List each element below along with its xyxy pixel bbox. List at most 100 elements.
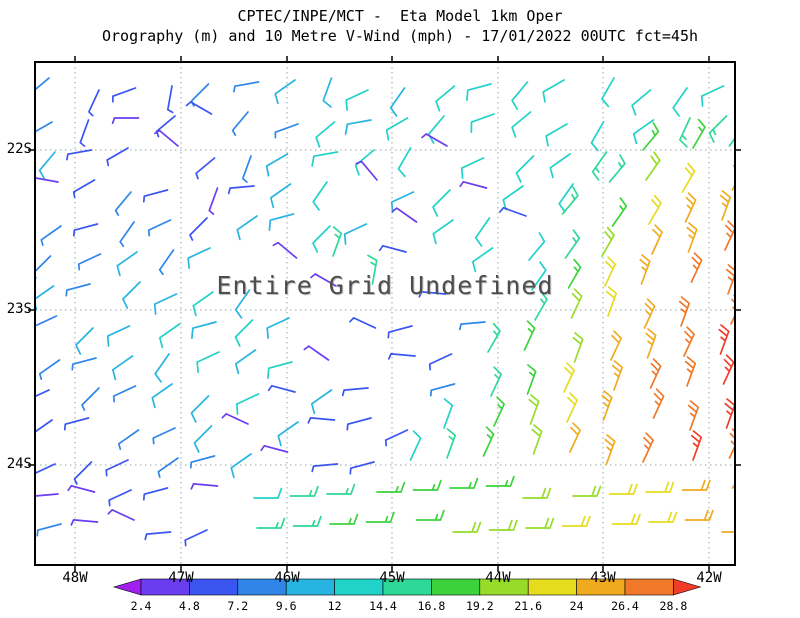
wind-barb <box>190 395 210 423</box>
wind-barb <box>311 463 339 473</box>
wind-barb <box>191 321 217 340</box>
wind-barb <box>122 281 141 309</box>
wind-barb <box>35 285 55 311</box>
lon-axis-label: 46W <box>274 570 300 586</box>
wind-barb <box>40 225 62 246</box>
wind-barb <box>147 219 172 237</box>
wind-barb <box>604 434 616 465</box>
wind-barb <box>724 220 735 251</box>
wind-barb <box>525 517 555 529</box>
wind-barb <box>152 427 176 445</box>
lat-axis-label: 24S <box>6 456 32 472</box>
wind-barb <box>681 479 711 491</box>
wind-barb <box>114 191 132 216</box>
colorbar-segment <box>527 578 577 596</box>
wind-barb <box>184 529 208 547</box>
wind-barb <box>534 290 548 321</box>
wind-barb <box>230 453 252 479</box>
colorbar-label: 28.8 <box>660 599 688 613</box>
wind-barb <box>470 113 495 134</box>
wind-barb <box>679 117 691 148</box>
wind-barb <box>365 511 395 523</box>
wind-barb <box>684 509 714 521</box>
wind-barb <box>221 413 249 425</box>
wind-barb <box>645 151 661 181</box>
wind-barb <box>435 85 456 112</box>
wind-barb <box>482 426 495 457</box>
wind-barb <box>72 179 96 199</box>
wind-barb <box>310 273 337 287</box>
wind-barb <box>502 185 524 211</box>
wind-barb <box>241 155 252 183</box>
wind-barb <box>460 157 485 179</box>
wind-barb <box>346 417 372 431</box>
wind-barb <box>608 483 638 495</box>
wind-barb <box>385 117 409 141</box>
wind-barb <box>117 429 140 450</box>
wind-barb <box>268 213 295 232</box>
chart-title-line2: Orography (m) and 10 Metre V-Wind (mph) … <box>101 27 699 45</box>
wind-barb <box>690 252 703 283</box>
wind-barb <box>511 81 529 110</box>
wind-barb <box>631 89 652 116</box>
wind-barb <box>196 351 220 373</box>
wind-barb <box>700 85 725 107</box>
wind-barb <box>166 85 174 114</box>
colorbar-label: 26.4 <box>611 599 639 613</box>
wind-barb <box>488 519 518 531</box>
wind-barb <box>35 463 56 475</box>
colorbar-label: 21.6 <box>514 599 542 613</box>
wind-barb <box>185 101 213 115</box>
wind-barb <box>73 461 93 485</box>
wind-barb <box>719 190 732 221</box>
wind-barb <box>310 389 333 415</box>
wind-barb <box>567 258 582 289</box>
map-plot-area <box>35 62 735 565</box>
wind-barb <box>418 291 447 298</box>
wind-barb <box>81 387 100 411</box>
wind-barb <box>35 77 50 91</box>
lon-axis-label: 45W <box>379 570 405 586</box>
wind-barb <box>151 383 173 409</box>
wind-barb <box>526 364 537 395</box>
wind-barb <box>272 241 298 259</box>
wind-barb <box>236 215 258 241</box>
wind-barb <box>651 224 663 255</box>
wind-barb <box>292 515 322 527</box>
wind-barb <box>343 223 368 245</box>
wind-barb <box>70 519 99 526</box>
wind-barb <box>611 360 624 391</box>
wind-barb <box>253 487 283 499</box>
wind-barb <box>428 353 453 371</box>
colorbar-segment <box>431 578 481 596</box>
wind-barb <box>421 133 448 147</box>
wind-barb <box>471 247 494 273</box>
wind-barb <box>326 483 356 495</box>
colorbar-label: 4.8 <box>179 599 200 613</box>
wind-barb <box>274 79 296 105</box>
wind-barb <box>111 117 140 125</box>
wind-barb <box>106 147 129 167</box>
wind-barb <box>344 119 372 135</box>
wind-barb <box>79 119 90 147</box>
wind-barb <box>681 162 696 193</box>
wind-barb <box>66 149 93 161</box>
wind-barb <box>397 147 412 178</box>
wind-barb <box>645 328 657 359</box>
wind-barb <box>443 398 454 429</box>
wind-barb <box>153 293 178 315</box>
wind-barb <box>474 217 491 247</box>
wind-barb <box>235 393 260 415</box>
wind-barb <box>605 286 618 317</box>
wind-barb <box>728 136 735 147</box>
colorbar-label: 2.4 <box>131 599 152 613</box>
colorbar-arrow-right <box>673 578 702 596</box>
wind-barb <box>119 221 135 248</box>
lat-axis-label: 23S <box>6 301 32 317</box>
wind-barb <box>233 81 260 93</box>
wind-barb <box>561 186 579 215</box>
wind-barb <box>329 513 359 525</box>
wind-barb <box>601 226 615 257</box>
wind-barb <box>412 479 442 491</box>
wind-barb <box>158 323 181 349</box>
